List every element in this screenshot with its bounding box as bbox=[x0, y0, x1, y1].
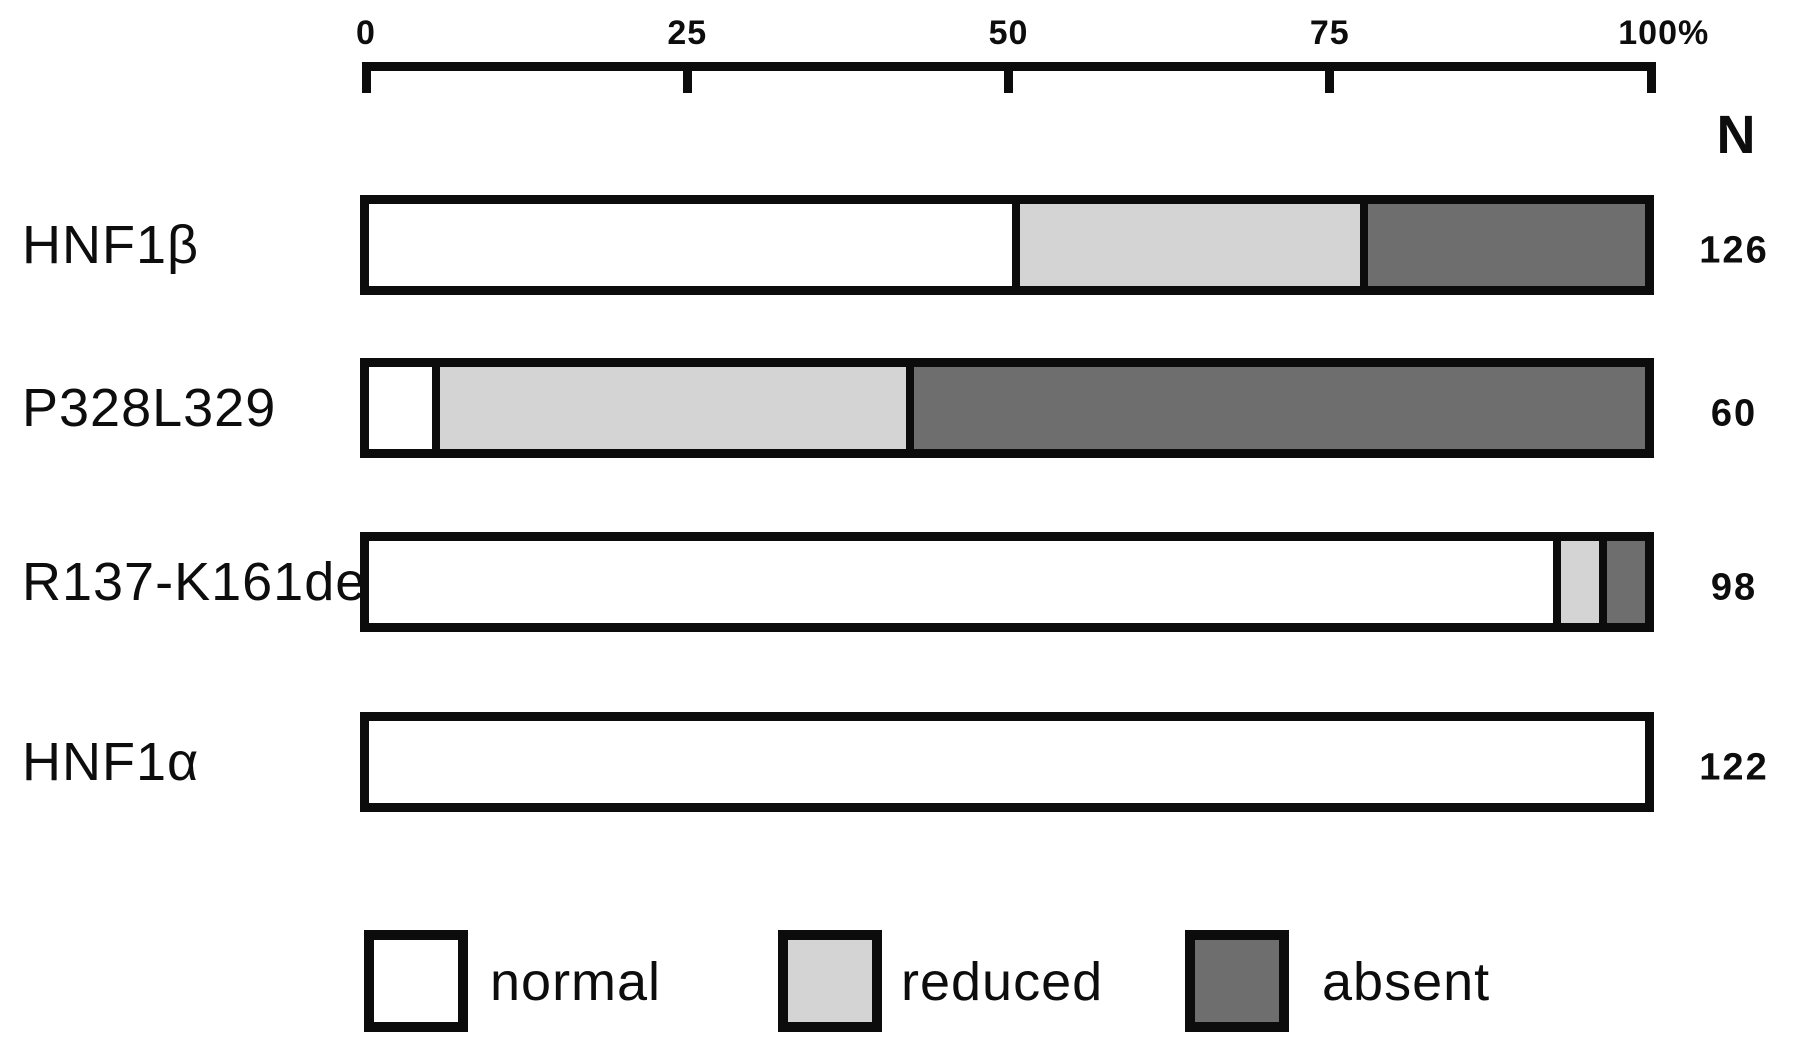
x-axis-tick-50 bbox=[1004, 62, 1013, 93]
bar-1-segment-absent bbox=[906, 367, 1645, 449]
legend-swatch-reduced bbox=[778, 930, 882, 1032]
bar-0 bbox=[360, 195, 1654, 295]
n-value-2: 98 bbox=[1710, 566, 1758, 609]
bar-2-segment-absent bbox=[1599, 541, 1645, 623]
x-axis-tick-label-0: 0 bbox=[356, 14, 376, 52]
legend-label-reduced: reduced bbox=[901, 952, 1104, 1012]
x-axis-tick-label-25: 25 bbox=[667, 14, 708, 52]
x-axis-tick-25 bbox=[682, 62, 692, 93]
bar-3-segment-normal bbox=[369, 721, 1645, 803]
bar-0-segment-normal bbox=[369, 204, 1012, 286]
legend-label-absent: absent bbox=[1322, 952, 1491, 1012]
x-axis-tick-75 bbox=[1325, 62, 1335, 93]
x-axis-tick-100 bbox=[1646, 62, 1656, 93]
bar-1 bbox=[360, 358, 1654, 458]
legend-swatch-normal bbox=[364, 930, 468, 1032]
n-value-3: 122 bbox=[1699, 746, 1769, 789]
bar-1-segment-reduced bbox=[432, 367, 907, 449]
n-column-header: N bbox=[1716, 105, 1756, 165]
x-axis-tick-label-50: 50 bbox=[988, 14, 1029, 52]
bar-2 bbox=[360, 532, 1654, 632]
bar-3 bbox=[360, 712, 1654, 812]
legend-label-normal: normal bbox=[490, 952, 662, 1012]
row-label-1: P328L329 bbox=[22, 378, 277, 438]
bar-2-segment-normal bbox=[369, 541, 1554, 623]
x-axis-tick-label-75: 75 bbox=[1309, 14, 1350, 52]
x-axis-tick-0 bbox=[361, 62, 371, 93]
n-value-1: 60 bbox=[1710, 392, 1758, 435]
row-label-2: R137-K161del bbox=[22, 552, 380, 612]
bar-0-segment-reduced bbox=[1011, 204, 1360, 286]
bar-0-segment-absent bbox=[1359, 204, 1645, 286]
n-value-0: 126 bbox=[1699, 229, 1769, 272]
bar-2-segment-reduced bbox=[1553, 541, 1600, 623]
row-label-3: HNF1α bbox=[22, 732, 200, 792]
bar-1-segment-normal bbox=[369, 367, 432, 449]
row-label-0: HNF1β bbox=[22, 215, 200, 275]
x-axis-tick-label-100: 100% bbox=[1618, 14, 1710, 52]
legend-swatch-absent bbox=[1185, 930, 1289, 1032]
